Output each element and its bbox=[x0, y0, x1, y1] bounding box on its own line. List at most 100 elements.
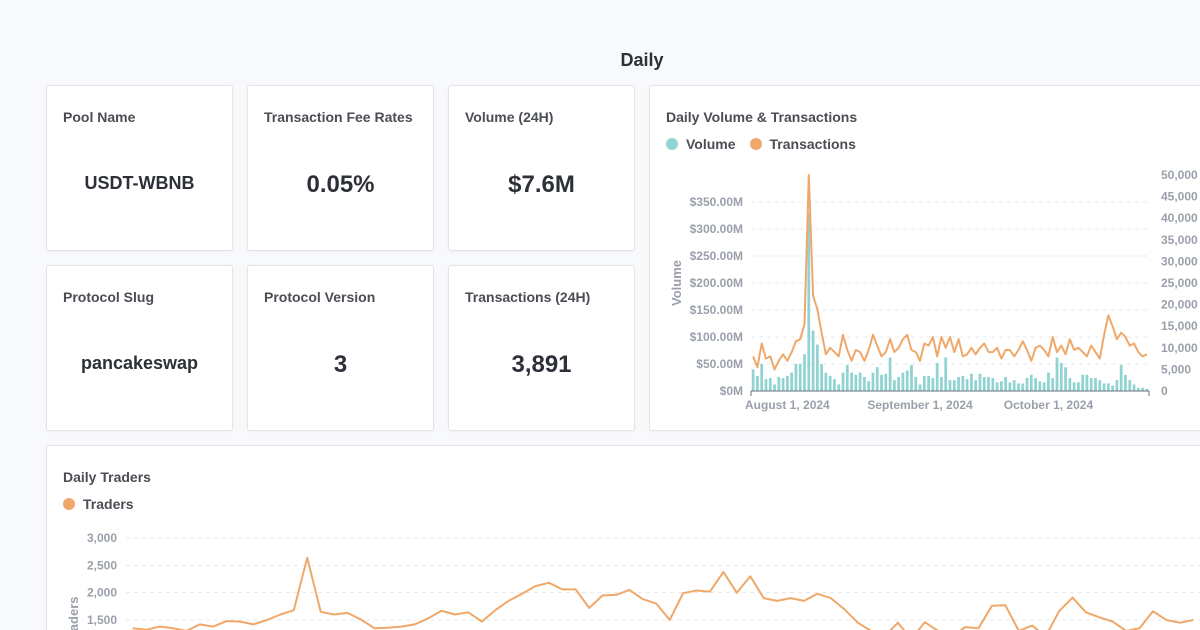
volume-bar bbox=[1042, 382, 1046, 391]
volume-bar bbox=[1081, 374, 1085, 391]
volume-bar bbox=[1047, 372, 1050, 391]
volume-bar bbox=[1094, 378, 1097, 391]
volume-bar bbox=[1068, 378, 1072, 391]
y-tick-label: 1,500 bbox=[87, 613, 117, 627]
volume-bar bbox=[1077, 382, 1080, 391]
y2-tick-label: 25,000 bbox=[1161, 276, 1198, 290]
y-tick-label: $350.00M bbox=[690, 195, 743, 209]
fee-rate-label: Transaction Fee Rates bbox=[264, 109, 413, 125]
y-tick-label: 3,000 bbox=[87, 531, 117, 545]
volume-bar bbox=[888, 357, 892, 391]
volume-bar bbox=[1025, 378, 1029, 391]
volume-bar bbox=[1064, 367, 1067, 391]
volume-bar bbox=[901, 372, 905, 391]
volume-bar bbox=[1102, 383, 1106, 391]
volume-bar bbox=[854, 374, 858, 391]
y2-tick-label: 40,000 bbox=[1161, 211, 1198, 225]
y-tick-label: $150.00M bbox=[690, 303, 743, 317]
y-tick-label: 2,500 bbox=[87, 558, 117, 572]
x-tick-label: October 1, 2024 bbox=[1004, 398, 1094, 412]
y-tick-label: $50.00M bbox=[696, 357, 743, 371]
y-tick-label: $250.00M bbox=[690, 249, 743, 263]
transactions-legend-dot bbox=[749, 138, 762, 150]
transactions-24h-value: 3,891 bbox=[511, 351, 572, 378]
volume-bar bbox=[1038, 381, 1042, 391]
volume-bar bbox=[875, 367, 879, 391]
volume-bar bbox=[1115, 380, 1119, 391]
volume-bar bbox=[995, 382, 999, 391]
transactions-24h-label: Transactions (24H) bbox=[465, 289, 591, 305]
volume-bar bbox=[1128, 380, 1132, 391]
volume-bar bbox=[999, 381, 1003, 391]
volume-bar bbox=[833, 379, 836, 391]
traders-chart-title: Daily Traders bbox=[63, 469, 151, 485]
volume-bar bbox=[756, 375, 759, 391]
volume-bar bbox=[777, 376, 781, 391]
volume-bar bbox=[807, 212, 811, 391]
volume-bar bbox=[922, 375, 926, 391]
volume-bar bbox=[815, 344, 819, 391]
traders-chart: 1,500 2,000 2,500 3,000 Traders bbox=[66, 531, 1200, 630]
volume-bar bbox=[1004, 376, 1008, 391]
legend-item-volume[interactable]: Volume bbox=[666, 136, 736, 152]
volume-bar bbox=[982, 376, 986, 391]
protocol-version-label: Protocol Version bbox=[264, 289, 376, 305]
volume-bar bbox=[1008, 382, 1012, 391]
y-tick-label: $100.00M bbox=[690, 330, 743, 344]
protocol-version-card: Protocol Version 3 bbox=[247, 265, 434, 431]
traders-legend-dot bbox=[63, 498, 75, 510]
volume-bar bbox=[897, 376, 901, 391]
legend-item-traders[interactable]: Traders bbox=[63, 496, 134, 512]
y2-tick-label: 10,000 bbox=[1161, 341, 1198, 355]
volume-bar bbox=[905, 370, 909, 391]
fee-rate-card: Transaction Fee Rates 0.05% bbox=[247, 85, 434, 251]
volume-bar bbox=[1034, 378, 1037, 391]
y-tick-label: $200.00M bbox=[690, 276, 743, 290]
volume-bar bbox=[867, 381, 871, 391]
volume-24h-label: Volume (24H) bbox=[465, 109, 554, 125]
volume-bar bbox=[837, 384, 841, 391]
volume-bar bbox=[760, 364, 764, 391]
volume-bar bbox=[1136, 387, 1140, 391]
traders-line bbox=[132, 556, 1194, 630]
x-tick-label: August 1, 2024 bbox=[745, 398, 830, 412]
volume-bar bbox=[790, 372, 794, 391]
volume-bar bbox=[1051, 378, 1055, 391]
volume-bar bbox=[794, 364, 798, 391]
volume-bar bbox=[1017, 383, 1020, 391]
transactions-line bbox=[752, 174, 1148, 371]
volume-bar bbox=[824, 372, 828, 391]
x-tick-label: September 1, 2024 bbox=[867, 398, 973, 412]
volume-bar bbox=[952, 380, 956, 391]
volume-bar bbox=[880, 374, 883, 391]
protocol-slug-value: pancakeswap bbox=[80, 353, 199, 373]
legend-item-transactions[interactable]: Transactions bbox=[749, 136, 856, 152]
volume-bar bbox=[1119, 365, 1123, 391]
volume-bar bbox=[1059, 362, 1063, 391]
volume-bar bbox=[940, 376, 943, 391]
volume-bar bbox=[871, 372, 875, 391]
transactions-24h-card: Transactions (24H) 3,891 bbox=[448, 265, 635, 431]
volume-bar bbox=[1029, 374, 1033, 391]
traders-legend: Traders bbox=[63, 496, 134, 512]
volume-bar bbox=[863, 376, 866, 391]
volume-bar bbox=[918, 384, 922, 391]
volume-bar bbox=[910, 365, 913, 391]
volume-bar bbox=[768, 378, 772, 391]
protocol-slug-label: Protocol Slug bbox=[63, 289, 154, 305]
volume-transactions-chart-title: Daily Volume & Transactions bbox=[666, 109, 858, 125]
volume-bar bbox=[1021, 383, 1025, 391]
y2-tick-label: 20,000 bbox=[1161, 298, 1198, 312]
volume-bar bbox=[948, 380, 952, 391]
volume-bar bbox=[1098, 380, 1102, 391]
volume-bar bbox=[1085, 374, 1089, 391]
y2-tick-label: 0 bbox=[1161, 384, 1168, 398]
volume-bar bbox=[798, 364, 802, 391]
y2-tick-label: 45,000 bbox=[1161, 190, 1198, 204]
volume-transactions-legend: Volume Transactions bbox=[666, 136, 856, 152]
pool-name-card: Pool Name USDT-WBNB bbox=[46, 85, 233, 251]
volume-bar bbox=[773, 384, 776, 391]
y-tick-label: 2,000 bbox=[87, 586, 117, 600]
y2-tick-label: 50,000 bbox=[1161, 168, 1198, 182]
volume-bar bbox=[820, 364, 823, 391]
